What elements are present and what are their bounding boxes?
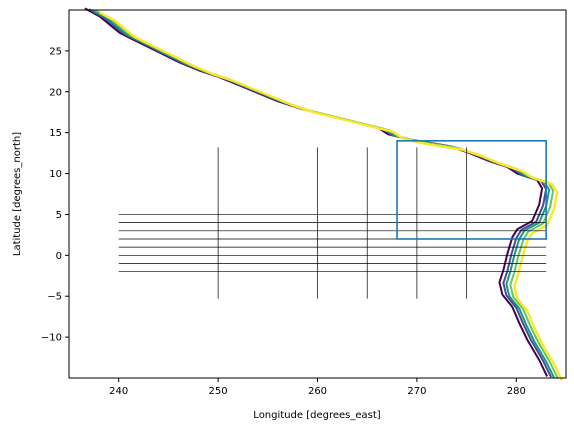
x-tick-label: 270 xyxy=(407,386,426,397)
contour-line xyxy=(88,8,552,378)
x-axis-label: Longitude [degrees_east] xyxy=(253,410,380,421)
contour-line xyxy=(95,9,559,380)
contour-line xyxy=(91,9,555,379)
region-box-outline xyxy=(396,140,547,240)
x-tick-label: 240 xyxy=(109,386,128,397)
x-axis-ticks: 240 250 260 270 280 xyxy=(109,378,526,397)
y-axis-ticks: −10 −5 0 5 10 15 20 25 xyxy=(41,46,69,344)
y-tick-label: −10 xyxy=(41,333,62,344)
contour-line xyxy=(84,7,549,377)
x-tick-label: 280 xyxy=(507,386,526,397)
y-tick-label: 25 xyxy=(49,46,62,57)
y-tick-label: −5 xyxy=(47,292,62,303)
y-tick-label: 20 xyxy=(49,87,62,98)
y-tick-label: 5 xyxy=(56,210,62,221)
y-tick-label: 10 xyxy=(49,169,62,180)
y-tick-label: 15 xyxy=(49,128,62,139)
x-tick-label: 260 xyxy=(308,386,327,397)
coastline-contours xyxy=(84,7,564,382)
region-box xyxy=(396,140,547,240)
x-tick-label: 250 xyxy=(209,386,228,397)
y-tick-label: 0 xyxy=(56,251,62,262)
vertical-sections xyxy=(217,147,467,299)
y-axis-label: Latitude [degrees_north] xyxy=(12,132,23,256)
horizontal-sections xyxy=(118,214,547,273)
contour-line xyxy=(99,11,564,382)
